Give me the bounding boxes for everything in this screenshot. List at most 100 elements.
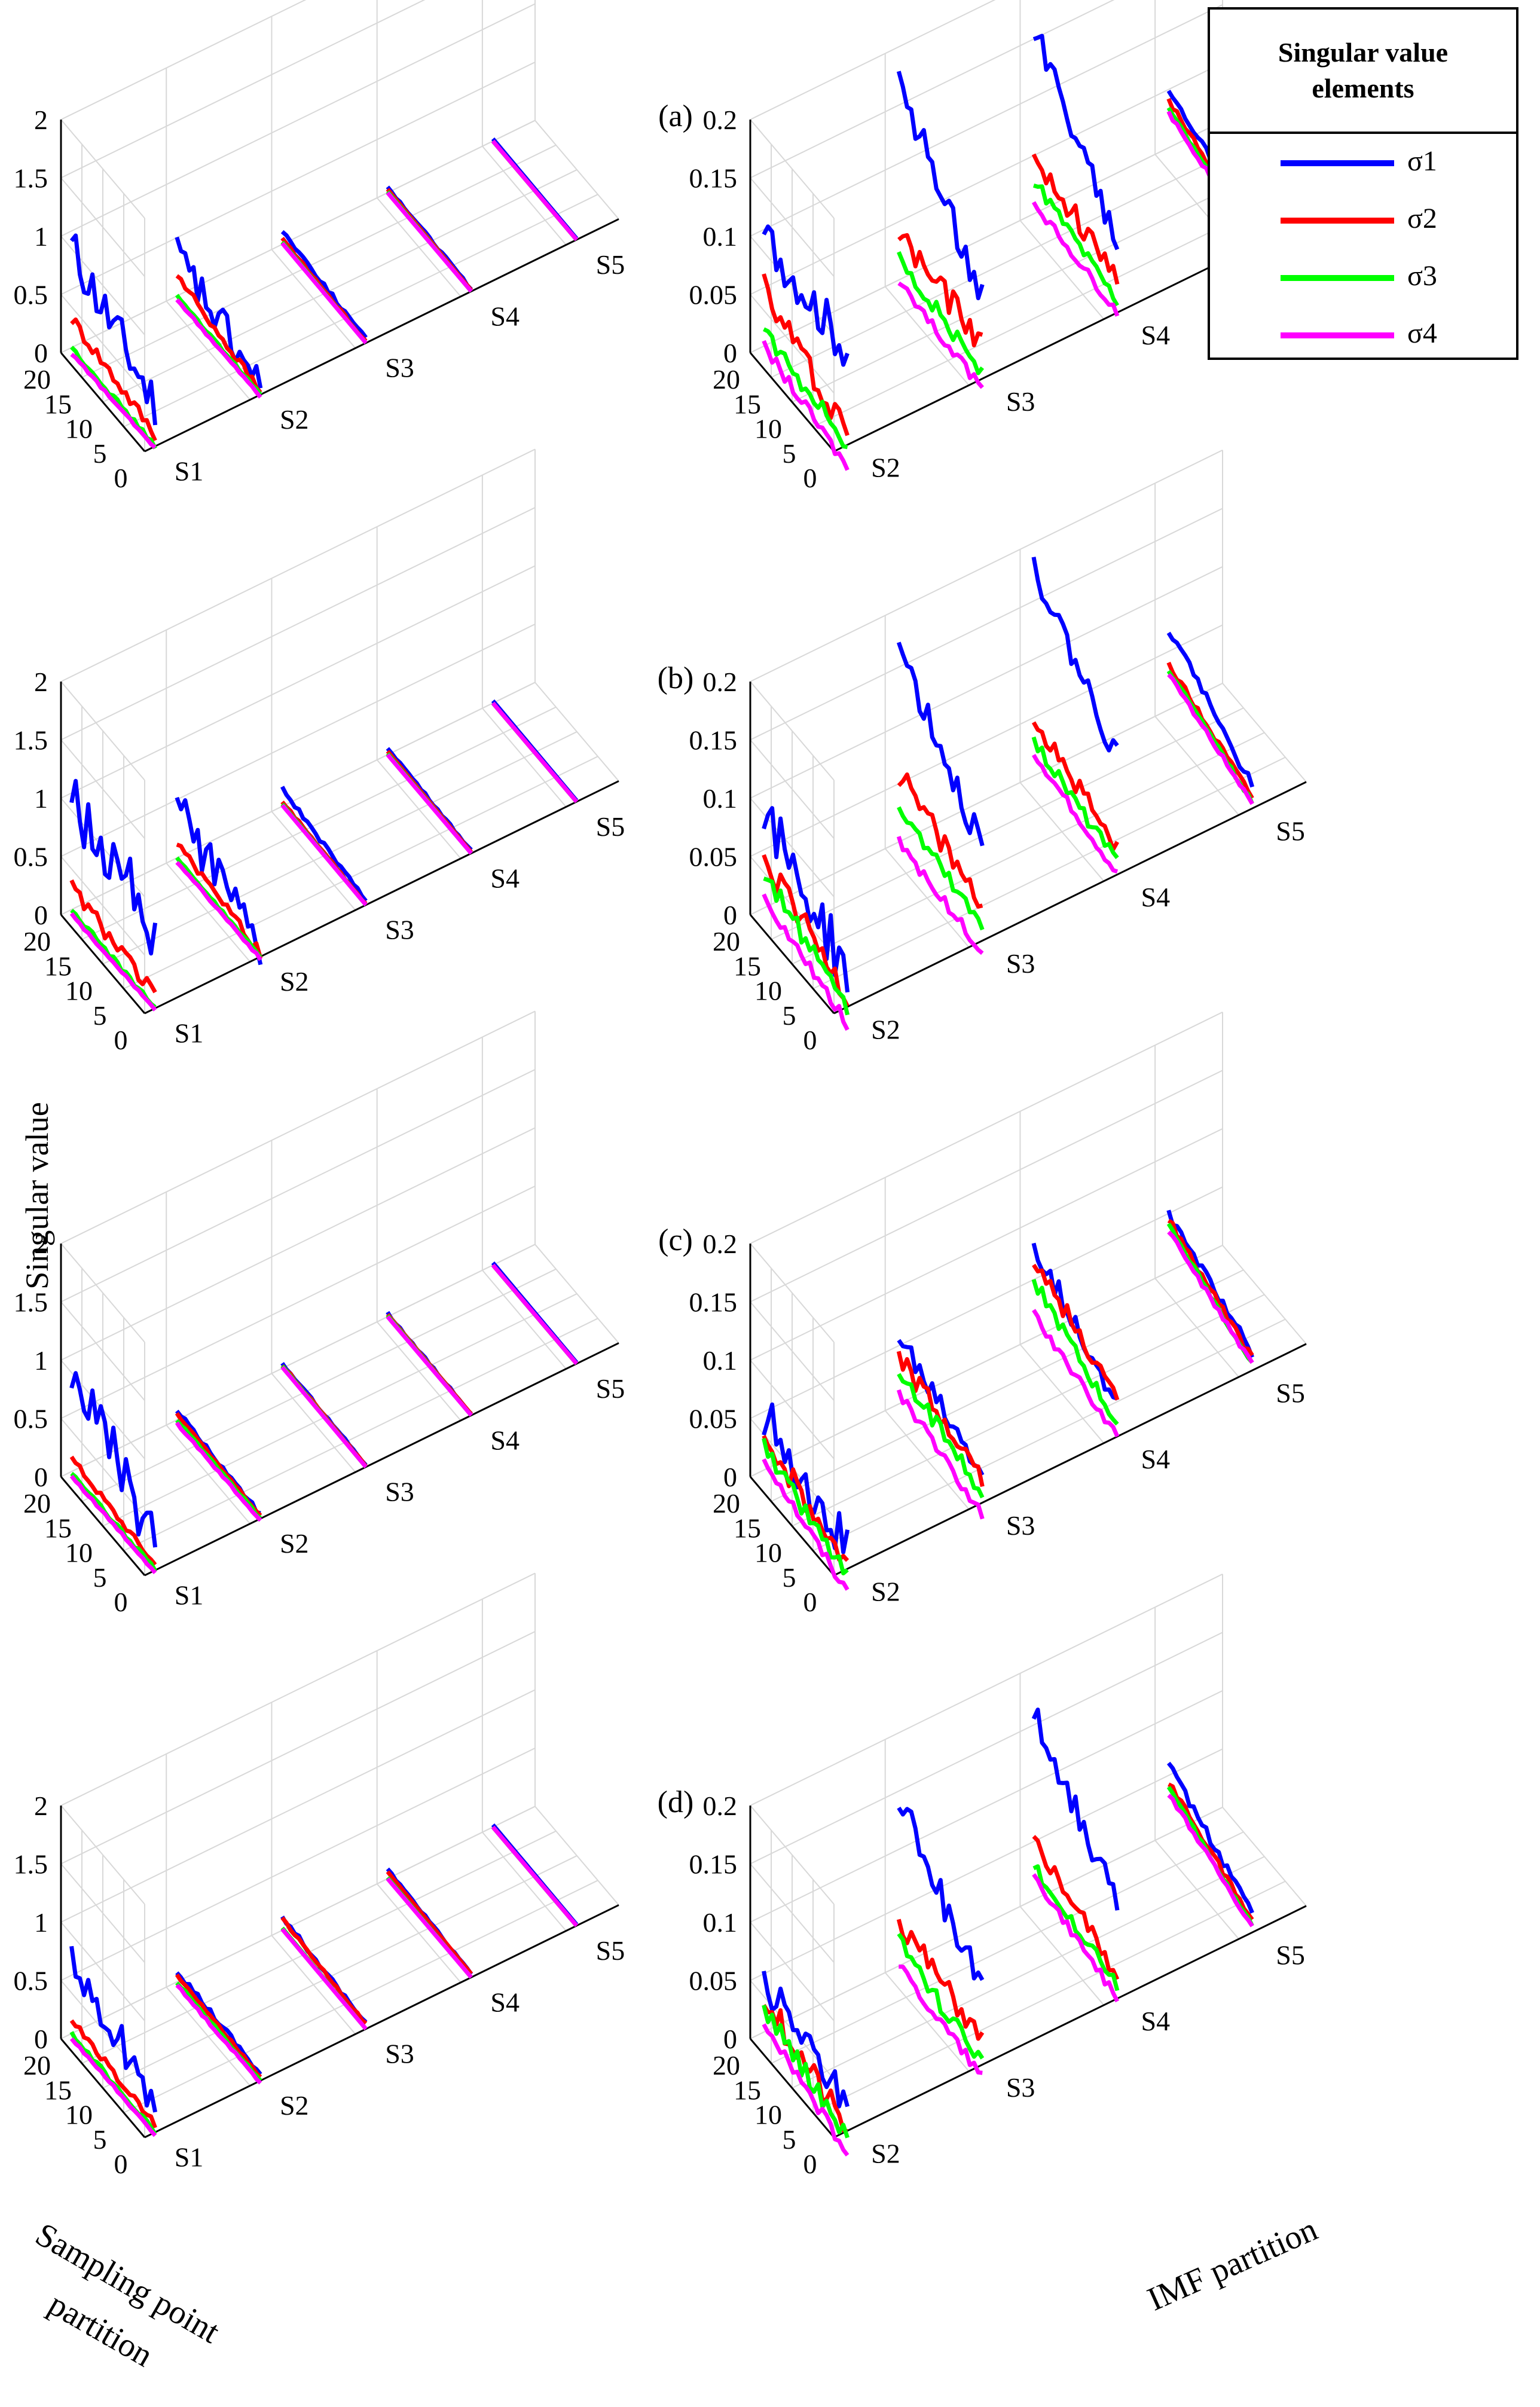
y-axis bbox=[144, 1904, 619, 2139]
series-line-σ4 bbox=[896, 836, 984, 955]
grid-line bbox=[750, 624, 1223, 857]
x-tick-label: 5 bbox=[93, 1562, 107, 1593]
grid-line bbox=[60, 1572, 536, 1806]
z-tick-label: 0 bbox=[723, 900, 737, 930]
z-tick-label: 0.15 bbox=[689, 725, 738, 756]
legend-swatch bbox=[1281, 218, 1394, 224]
x-tick-label: 10 bbox=[754, 976, 782, 1006]
grid-line bbox=[750, 4, 1223, 237]
panel-label-d: (d) bbox=[657, 1785, 694, 1819]
series-line-σ1 bbox=[69, 1945, 158, 2113]
series-line-σ4 bbox=[1167, 1794, 1254, 1928]
series-line-σ4 bbox=[175, 860, 262, 961]
x-tick-label: 15 bbox=[734, 389, 761, 419]
z-tick-label: 0 bbox=[34, 1462, 48, 1492]
series-line-σ3 bbox=[897, 251, 985, 375]
legend-label: σ4 bbox=[1407, 317, 1437, 349]
series-line-σ4 bbox=[491, 1263, 579, 1366]
z-tick-label: 1 bbox=[34, 1907, 48, 1938]
series-line-σ3 bbox=[762, 1438, 849, 1575]
x-tick-label: 20 bbox=[23, 2050, 51, 2081]
y-axis bbox=[833, 781, 1307, 1015]
x-axis bbox=[749, 352, 835, 452]
z-tick-label: 1.5 bbox=[14, 163, 48, 194]
series-line-σ4 bbox=[69, 1474, 157, 1575]
y-axis bbox=[833, 1905, 1307, 2139]
legend-title: Singular value elements bbox=[1210, 10, 1516, 134]
series-line-σ4 bbox=[386, 753, 473, 855]
z-tick-label: 0.1 bbox=[703, 221, 738, 252]
z-tick-label: 0.5 bbox=[14, 1404, 48, 1434]
series-line-σ4 bbox=[1032, 1309, 1120, 1438]
z-tick-label: 0.5 bbox=[14, 842, 48, 872]
y-tick-label: S3 bbox=[385, 915, 414, 945]
grid-line bbox=[81, 1830, 557, 2064]
legend-swatch bbox=[1281, 275, 1394, 281]
z-tick-label: 0.1 bbox=[703, 783, 738, 814]
grid-line bbox=[771, 145, 1244, 378]
x-tick-label: 15 bbox=[734, 2075, 761, 2105]
y-tick-label: S4 bbox=[1141, 2006, 1171, 2036]
series-line-σ1 bbox=[1032, 33, 1120, 251]
z-tick-label: 1 bbox=[34, 1345, 48, 1376]
grid-line bbox=[750, 1632, 1223, 1865]
series-line-σ2 bbox=[1031, 153, 1120, 285]
series-line-σ2 bbox=[175, 274, 262, 394]
series-line-σ1 bbox=[280, 230, 368, 339]
legend-item-sigma4: σ4 bbox=[1210, 306, 1516, 364]
x-tick-label: 0 bbox=[803, 463, 817, 493]
series-line-σ3 bbox=[1032, 183, 1120, 307]
grid-line bbox=[771, 1831, 1244, 2064]
x-axis bbox=[60, 914, 146, 1014]
series-line-σ3 bbox=[1031, 1279, 1119, 1426]
series-line-σ1 bbox=[1166, 631, 1255, 788]
z-tick-label: 0 bbox=[723, 1462, 737, 1492]
series-line-σ2 bbox=[280, 1916, 368, 2025]
series-line-σ4 bbox=[1167, 1230, 1254, 1364]
series-line-σ1 bbox=[1166, 1209, 1254, 1358]
grid-line bbox=[750, 566, 1223, 799]
x-axis bbox=[749, 914, 835, 1014]
series-line-σ3 bbox=[897, 1373, 985, 1499]
z-tick-label: 0.15 bbox=[689, 163, 738, 194]
grid-line bbox=[812, 1318, 1286, 1551]
x-tick-label: 10 bbox=[65, 414, 93, 444]
series-line-σ4 bbox=[1031, 753, 1119, 874]
grid-line bbox=[60, 682, 536, 915]
panel-label-a: (a) bbox=[658, 99, 693, 133]
x-tick-label: 10 bbox=[65, 976, 93, 1006]
y-tick-label: S2 bbox=[871, 1576, 900, 1606]
grid-line bbox=[750, 0, 1115, 179]
series-line-σ1 bbox=[69, 1371, 158, 1548]
x-tick-label: 0 bbox=[114, 463, 128, 493]
series-line-σ1 bbox=[175, 796, 263, 966]
y-tick-label: S5 bbox=[1276, 1940, 1305, 1971]
legend: Singular value elements σ1 σ2 σ3 σ4 bbox=[1208, 7, 1518, 360]
series-line-σ4 bbox=[762, 893, 850, 1031]
grid-line bbox=[792, 170, 1265, 403]
series-line-σ4 bbox=[386, 1877, 473, 1979]
series-line-σ2 bbox=[70, 317, 157, 442]
y-axis bbox=[833, 1343, 1307, 1577]
grid-line bbox=[102, 1293, 578, 1527]
grid-line bbox=[60, 1069, 536, 1303]
y-axis-label: Singular value bbox=[19, 1102, 55, 1290]
grid-line bbox=[750, 1186, 1223, 1419]
series-line-σ1 bbox=[897, 1806, 985, 1981]
y-tick-label: S2 bbox=[280, 1528, 309, 1559]
series-line-σ4 bbox=[386, 1315, 473, 1417]
x-tick-label: 20 bbox=[23, 1488, 51, 1519]
y-axis bbox=[144, 780, 619, 1015]
x-axis bbox=[60, 2038, 146, 2138]
x-tick-label: 0 bbox=[114, 1587, 128, 1617]
grid-line bbox=[81, 1268, 557, 1502]
grid-line bbox=[102, 731, 578, 965]
grid-line bbox=[750, 1245, 1223, 1477]
legend-swatch bbox=[1281, 160, 1394, 166]
z-tick-label: 0 bbox=[34, 2024, 48, 2054]
series-line-σ4 bbox=[762, 1458, 850, 1591]
grid-line bbox=[60, 1010, 536, 1244]
x-tick-label: 10 bbox=[65, 2100, 93, 2130]
